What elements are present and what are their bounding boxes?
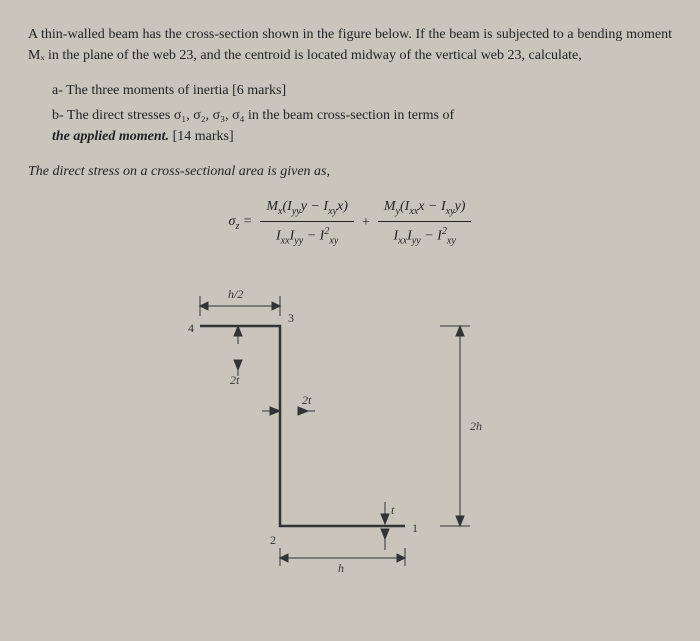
arrow-icon xyxy=(381,514,389,524)
frac-2: My(Ixxx − Ixyy) IxxIyy − I2xy xyxy=(378,196,472,248)
label-t: t xyxy=(391,503,395,517)
sublist: a- The three moments of inertia [6 marks… xyxy=(52,80,672,147)
arrow-icon xyxy=(234,360,242,370)
formula-lhs: σz = xyxy=(229,214,253,229)
node-4: 4 xyxy=(188,321,194,335)
arrow-icon xyxy=(456,326,464,336)
part-b: b- The direct stresses σ₁, σ₂, σ₃, σ₄ in… xyxy=(52,105,672,147)
cross-section-diagram: 4 3 2 1 h/2 2t 2t t h xyxy=(160,266,540,576)
arrow-icon xyxy=(397,554,405,562)
beam-outline xyxy=(200,326,405,526)
node-1: 1 xyxy=(412,521,418,535)
arrow-icon xyxy=(234,326,242,336)
arrow-icon xyxy=(270,407,280,415)
label-h2: h/2 xyxy=(228,287,243,301)
part-a: a- The three moments of inertia [6 marks… xyxy=(52,80,672,101)
arrow-icon xyxy=(200,302,208,310)
node-3: 3 xyxy=(288,311,294,325)
diagram-container: 4 3 2 1 h/2 2t 2t t h xyxy=(28,266,672,576)
arrow-icon xyxy=(280,554,288,562)
arrow-icon xyxy=(456,516,464,526)
part-b-sigmas: σ₁, σ₂, σ₃, σ₄ xyxy=(174,108,245,123)
arrow-icon xyxy=(272,302,280,310)
label-2t-top: 2t xyxy=(230,373,240,387)
part-b-pre: b- The direct stresses xyxy=(52,108,174,123)
part-b-emph: the applied moment. xyxy=(52,129,169,144)
part-b-post: in the beam cross-section in terms of xyxy=(245,108,455,123)
arrow-icon xyxy=(298,407,308,415)
part-b-marks: [14 marks] xyxy=(169,129,234,144)
label-2h: 2h xyxy=(470,419,482,433)
plus: + xyxy=(362,212,370,233)
node-2: 2 xyxy=(270,533,276,547)
lead-sentence: The direct stress on a cross-sectional a… xyxy=(28,161,672,182)
label-h: h xyxy=(338,561,344,575)
label-2t-web: 2t xyxy=(302,393,312,407)
problem-intro: A thin-walled beam has the cross-section… xyxy=(28,24,672,66)
frac-1: Mx(Iyyy − Ixyx) IxxIyy − I2xy xyxy=(260,196,354,248)
arrow-icon xyxy=(381,529,389,539)
formula: σz = Mx(Iyyy − Ixyx) IxxIyy − I2xy + My(… xyxy=(28,196,672,248)
